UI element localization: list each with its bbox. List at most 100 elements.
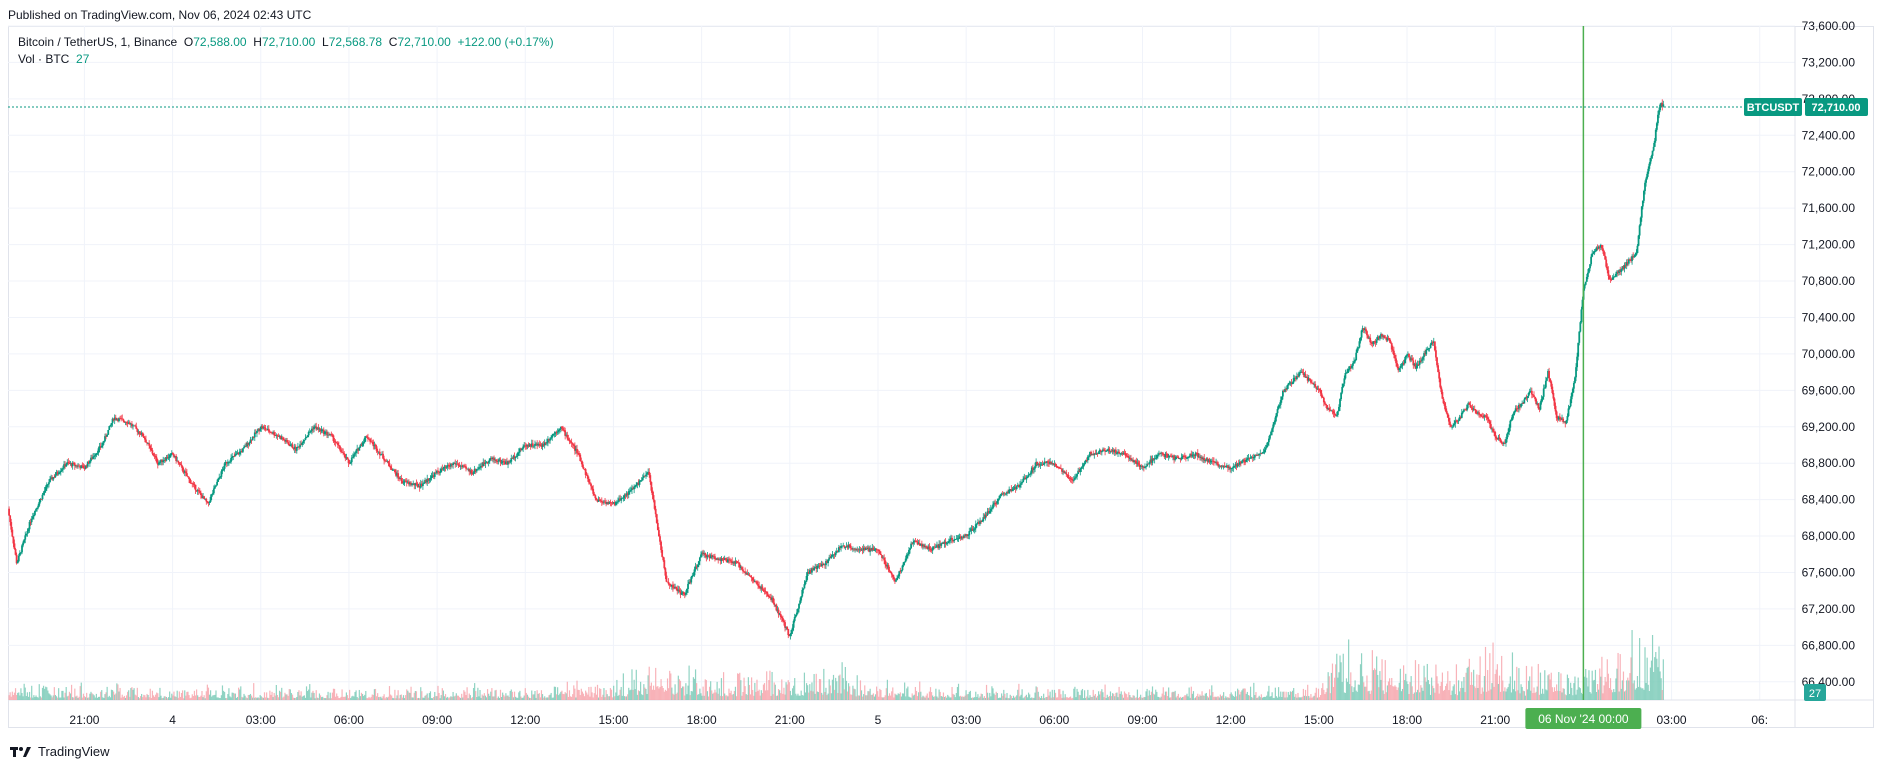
candle	[355, 450, 357, 454]
candle	[405, 481, 408, 483]
volume-bar	[1067, 697, 1070, 700]
volume-bar	[452, 691, 454, 700]
volume-bar	[643, 684, 645, 700]
volume-bar	[106, 686, 108, 700]
footer-brand[interactable]: TradingView	[10, 744, 110, 759]
volume-bar	[1089, 695, 1091, 700]
volume-bar	[179, 696, 182, 700]
candle	[1111, 449, 1114, 452]
candle	[1289, 382, 1292, 384]
volume-bar	[766, 671, 768, 700]
volume-bar	[933, 696, 935, 700]
volume-bar	[640, 681, 642, 700]
candle	[804, 581, 807, 585]
volume-bar	[1015, 696, 1017, 700]
volume-bar	[950, 697, 952, 700]
legend-vol-label[interactable]: Vol · BTC	[18, 52, 70, 66]
volume-bar	[1269, 696, 1271, 700]
volume-bar	[1616, 668, 1618, 700]
candle	[1261, 452, 1264, 454]
volume-bar	[672, 693, 674, 700]
volume-bar	[715, 692, 717, 700]
volume-bar	[904, 682, 906, 700]
volume-bar	[137, 697, 140, 700]
volume-bar	[9, 692, 11, 700]
candle	[565, 434, 568, 436]
candle	[86, 461, 89, 467]
candle	[808, 570, 811, 574]
candle	[159, 461, 161, 463]
volume-bar	[613, 685, 615, 700]
legend-symbol[interactable]: Bitcoin / TetherUS, 1, Binance	[18, 35, 178, 49]
candle	[891, 574, 894, 577]
volume-bar	[301, 696, 303, 700]
volume-bar	[1285, 691, 1287, 700]
candle	[188, 477, 190, 480]
volume-bar	[884, 695, 886, 700]
volume-bar	[1140, 694, 1142, 700]
volume-bar	[450, 696, 452, 700]
volume-bar	[417, 697, 420, 700]
volume-bar	[1581, 694, 1584, 700]
volume-bar	[566, 681, 568, 700]
candle	[1460, 412, 1463, 418]
candle	[1410, 358, 1413, 361]
volume-bar	[1519, 693, 1521, 700]
volume-bar	[700, 693, 702, 700]
price-chart[interactable]: 73,600.0073,200.0072,800.0072,400.0072,0…	[0, 0, 1882, 740]
volume-bar	[1277, 687, 1280, 700]
candle	[715, 559, 717, 560]
volume-bar	[614, 696, 616, 700]
volume-bar	[310, 697, 312, 700]
candle	[1501, 442, 1504, 444]
volume-bar	[1107, 697, 1109, 700]
volume-bar	[496, 698, 498, 700]
volume-bar	[1335, 664, 1337, 700]
volume-bar	[1341, 681, 1343, 700]
volume-bar	[1212, 692, 1214, 700]
candle	[639, 480, 642, 482]
candle	[860, 549, 863, 551]
candle	[80, 465, 83, 469]
volume-bar	[1471, 684, 1474, 700]
volume-bar	[637, 690, 640, 700]
volume-bar	[1109, 691, 1112, 700]
candle	[834, 552, 837, 556]
candle	[1576, 356, 1579, 368]
volume-bar	[526, 694, 529, 700]
candle	[580, 461, 583, 462]
candle	[1597, 246, 1600, 249]
volume-bar	[1453, 684, 1455, 700]
candle	[972, 529, 975, 531]
candle	[1276, 409, 1279, 414]
candle	[775, 604, 778, 611]
volume-bar	[719, 695, 721, 700]
volume-bar	[1609, 678, 1612, 700]
volume-bar	[582, 693, 585, 700]
volume-bar	[68, 691, 71, 700]
candle	[119, 418, 121, 419]
candle	[614, 502, 617, 505]
candle	[1330, 410, 1333, 412]
volume-bar	[1420, 685, 1422, 700]
volume-bar	[1033, 697, 1035, 700]
volume-bar	[708, 686, 711, 700]
candle	[360, 444, 363, 446]
time-axis-tick: 18:00	[1392, 713, 1422, 727]
volume-bar	[1501, 655, 1503, 700]
candle	[420, 483, 423, 486]
candle	[980, 521, 983, 522]
candle	[1369, 337, 1372, 343]
volume-badge-label: 27	[1809, 688, 1821, 700]
volume-bar	[543, 697, 545, 700]
volume-bar	[1580, 692, 1583, 700]
volume-bar	[1466, 668, 1468, 700]
time-axis-tick: 06:00	[334, 713, 364, 727]
candle	[841, 545, 844, 547]
volume-bar	[1554, 691, 1557, 700]
volume-bar	[844, 666, 846, 700]
volume-bar	[1114, 696, 1116, 700]
volume-bar	[1408, 694, 1410, 700]
volume-bar	[787, 680, 789, 700]
legend-vol-value: 27	[76, 52, 90, 66]
